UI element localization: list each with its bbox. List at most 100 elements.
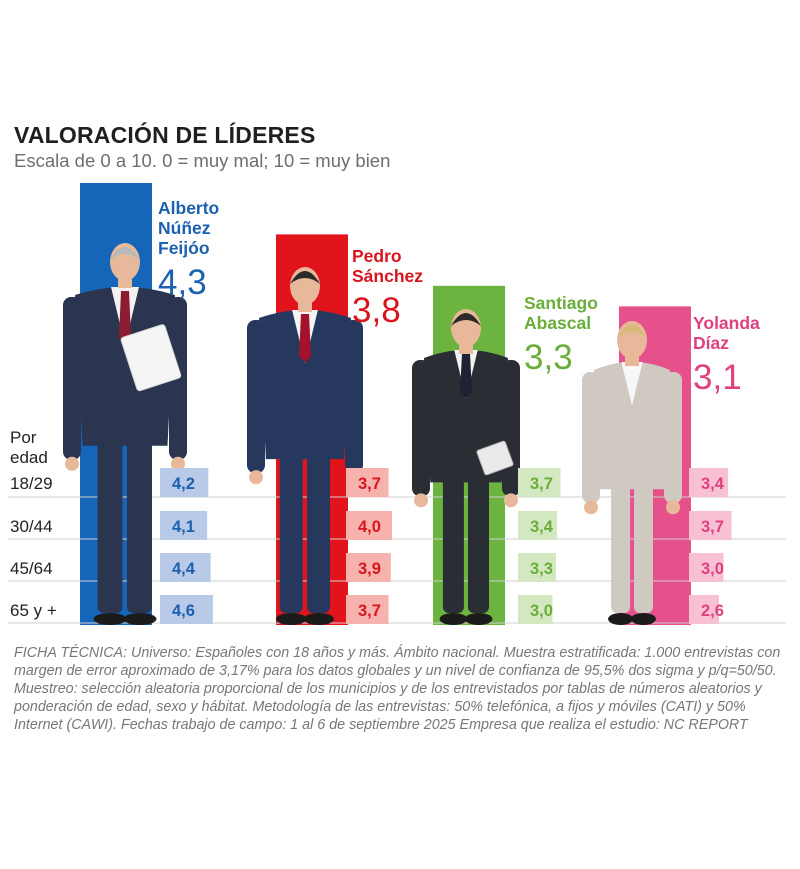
leader-name-1-line-2: Núñez: [158, 218, 211, 238]
person-shoe: [303, 613, 334, 625]
person-shoe: [630, 613, 656, 625]
leader-name-4-line-2: Díaz: [693, 333, 729, 353]
person-leg: [468, 460, 489, 613]
age-bar-2-3: [346, 553, 391, 582]
person-leg: [97, 423, 123, 613]
person-tie: [119, 291, 131, 344]
person-leg: [127, 423, 152, 613]
age-value-1-4: 4,6: [172, 602, 195, 620]
person-hand: [666, 500, 680, 515]
person-hand: [65, 456, 79, 471]
age-bar-4-1: [689, 468, 729, 497]
age-value-4-4: 2,6: [701, 602, 724, 620]
person-leg: [442, 460, 464, 613]
age-bar-3-3: [518, 553, 556, 582]
age-bar-3-1: [518, 468, 561, 497]
person-arm: [63, 297, 81, 460]
person-arm: [247, 320, 265, 474]
person-shirt: [621, 362, 643, 406]
person-hand: [249, 470, 263, 485]
leader-name-3-line-2: Abascal: [524, 313, 591, 333]
age-group-label-3: 45/64: [10, 559, 53, 578]
age-bar-2-4: [346, 595, 389, 624]
age-value-3-3: 3,3: [530, 560, 553, 578]
leader-score-3: 3,3: [524, 338, 573, 377]
age-value-1-2: 4,1: [172, 518, 195, 536]
leader-score-4: 3,1: [693, 358, 742, 397]
booklet-icon: [476, 440, 514, 476]
person-hair: [617, 325, 647, 338]
leader-score-2: 3,8: [352, 291, 401, 330]
person-hand: [171, 456, 185, 471]
age-value-1-3: 4,4: [172, 560, 196, 578]
leader-name-2-line-1: Pedro: [352, 246, 402, 266]
age-bar-2-1: [346, 468, 389, 497]
person-shoe: [608, 613, 634, 625]
age-value-1-1: 4,2: [172, 475, 195, 493]
age-bar-4-2: [689, 511, 732, 540]
person-shoe: [439, 613, 468, 625]
chart-subtitle: Escala de 0 a 10. 0 = muy mal; 10 = muy …: [14, 150, 391, 171]
person-1: [63, 243, 187, 625]
leader-name-2-line-2: Sánchez: [352, 266, 423, 286]
leader-name-1-line-1: Alberto: [158, 198, 219, 218]
age-bar-3-2: [518, 511, 558, 540]
person-leg: [279, 437, 303, 613]
person-arm: [582, 372, 600, 504]
age-value-3-1: 3,7: [530, 475, 553, 493]
age-bar-4-4: [689, 595, 719, 624]
age-value-4-1: 3,4: [701, 475, 725, 493]
person-hair: [451, 313, 481, 326]
leaders-chart: 4,2 4,1 4,4 4,6 3,7 4,0 3,9 3,7 3,7 3,4 3,3 3,0 3,4 3…: [8, 183, 786, 625]
person-shoe: [464, 613, 493, 625]
age-group-label-2: 30/44: [10, 517, 53, 536]
person-jacket: [594, 362, 670, 490]
person-shoe: [276, 613, 307, 625]
person-shoe: [123, 613, 157, 625]
age-header-line-1: Por: [10, 428, 37, 447]
age-value-2-4: 3,7: [358, 602, 381, 620]
age-header-line-2: edad: [10, 448, 48, 467]
age-bar-1-4: [160, 595, 213, 624]
person-shoe: [93, 613, 127, 625]
age-value-3-2: 3,4: [530, 518, 554, 536]
person-4: [582, 321, 682, 625]
age-group-label-1: 18/29: [10, 474, 53, 493]
age-bar-3-4: [518, 595, 553, 624]
age-bar-1-3: [160, 553, 211, 582]
chart-title: VALORACIÓN DE LÍDERES: [14, 122, 316, 148]
leader-score-1: 4,3: [158, 263, 207, 302]
technical-note: FICHA TÉCNICA: Universo: Españoles con 1…: [14, 645, 781, 733]
age-bar-1-2: [160, 511, 208, 540]
person-arm: [502, 360, 520, 497]
age-group-label-4: 65 y +: [10, 601, 57, 620]
person-hand: [414, 493, 428, 508]
age-bar-2-2: [346, 511, 392, 540]
person-2: [247, 267, 363, 625]
person-hand: [504, 493, 518, 508]
person-hand: [584, 500, 598, 515]
age-value-4-3: 3,0: [701, 560, 724, 578]
age-bar-1-1: [160, 468, 209, 497]
age-value-3-4: 3,0: [530, 602, 553, 620]
person-leg: [307, 437, 330, 613]
person-leg: [611, 467, 631, 613]
age-bar-4-3: [689, 553, 724, 582]
age-value-2-3: 3,9: [358, 560, 381, 578]
person-hair: [110, 247, 140, 260]
age-value-4-2: 3,7: [701, 518, 724, 536]
person-jacket: [75, 287, 175, 446]
person-tie: [299, 314, 311, 363]
age-value-2-1: 3,7: [358, 475, 381, 493]
leader-name-4-line-1: Yolanda: [693, 313, 760, 333]
age-value-2-2: 4,0: [358, 518, 381, 536]
person-hair: [290, 271, 320, 284]
leader-name-1-line-3: Feijóo: [158, 238, 210, 258]
person-arm: [412, 360, 430, 497]
folder-icon: [120, 324, 182, 392]
leader-name-3-line-1: Santiago: [524, 293, 598, 313]
person-arm: [345, 320, 363, 474]
person-tie: [460, 354, 472, 398]
person-jacket: [259, 310, 351, 460]
person-arm: [664, 372, 682, 504]
